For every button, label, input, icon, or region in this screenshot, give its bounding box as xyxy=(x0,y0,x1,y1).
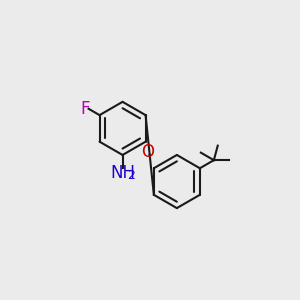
Text: F: F xyxy=(80,100,90,118)
Text: O: O xyxy=(141,143,154,161)
Text: 2: 2 xyxy=(127,169,135,182)
Text: NH: NH xyxy=(110,164,135,182)
